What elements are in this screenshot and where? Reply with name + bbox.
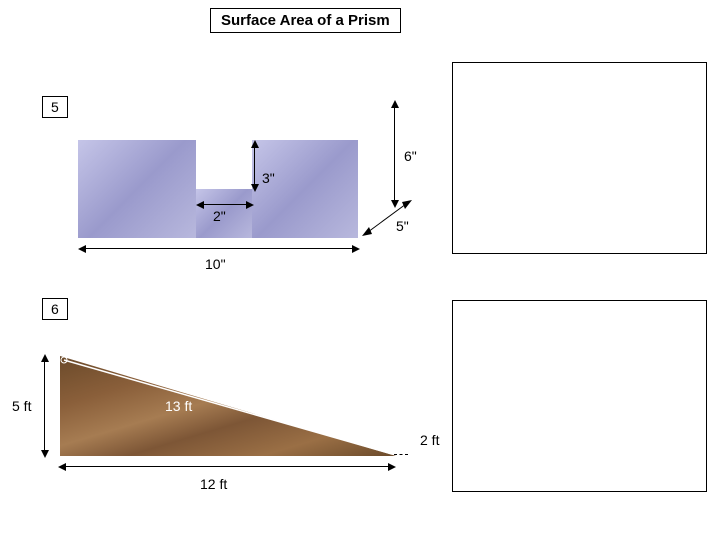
label-10in: 10" [205, 256, 226, 272]
label-13ft: 13 ft [165, 398, 192, 414]
problem-number-6: 6 [42, 298, 68, 320]
problem-number-5: 5 [42, 96, 68, 118]
label-5in: 5" [396, 218, 409, 234]
answer-box-2 [452, 300, 707, 492]
label-6in: 6" [404, 148, 417, 164]
label-5ft: 5 ft [12, 398, 31, 414]
label-2in: 2" [213, 208, 226, 224]
page-title: Surface Area of a Prism [210, 8, 401, 33]
answer-box-1 [452, 62, 707, 254]
label-3in: 3" [262, 170, 275, 186]
label-12ft: 12 ft [200, 476, 227, 492]
label-2ft: 2 ft [420, 432, 439, 448]
wood-triangle [56, 352, 406, 462]
